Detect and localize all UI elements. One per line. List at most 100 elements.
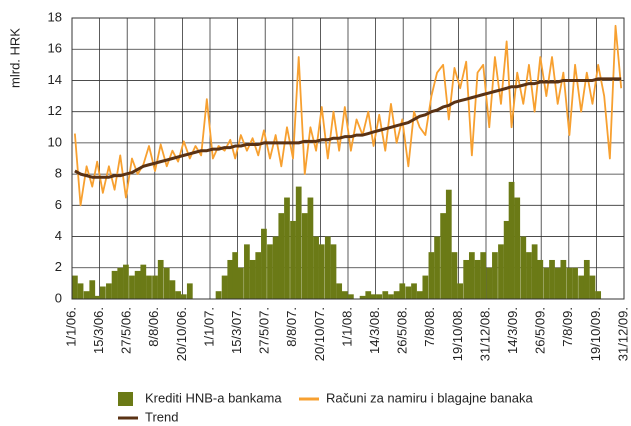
bar [163, 267, 170, 299]
bar [180, 294, 187, 299]
x-tick-label: 20/10/07. [312, 307, 327, 361]
bar [514, 197, 521, 299]
x-tick-label: 8/8/07. [284, 307, 299, 347]
bar [583, 259, 590, 299]
x-tick-label: 31/12/08. [477, 307, 492, 361]
bar [393, 291, 400, 299]
bar [336, 283, 343, 299]
bar [445, 189, 452, 299]
bar [152, 275, 158, 299]
x-tick-label: 19/10/08. [450, 307, 465, 361]
bar [589, 275, 596, 299]
x-tick-label: 31/12/09. [615, 307, 630, 361]
bar [399, 283, 406, 299]
bar [117, 267, 124, 299]
bar [376, 294, 383, 299]
line [74, 77, 622, 179]
bar [157, 259, 164, 299]
bar [146, 275, 152, 299]
bar [261, 228, 267, 299]
bar [227, 259, 234, 299]
bar [89, 280, 96, 299]
bar [330, 244, 337, 299]
bar [72, 275, 78, 299]
bar [295, 186, 302, 299]
bar [486, 267, 493, 299]
bar [278, 213, 285, 299]
bar [318, 244, 325, 299]
bar [531, 244, 538, 299]
bar [526, 252, 532, 299]
bar [272, 236, 279, 299]
y-tick-label: 8 [55, 166, 62, 181]
x-tick-label: 14/3/09. [505, 307, 520, 354]
x-tick-label: 7/8/08. [422, 307, 437, 347]
bar [422, 275, 429, 299]
bar [99, 286, 106, 299]
bar [566, 267, 573, 299]
x-tick-label: 15/3/06. [91, 307, 106, 354]
bar [498, 244, 504, 299]
legend-label: Trend [145, 409, 178, 424]
bar [307, 197, 314, 299]
plot-border [71, 17, 625, 300]
bar [405, 286, 412, 299]
bar [554, 267, 561, 299]
bar [451, 252, 458, 299]
x-tick-label: 26/5/09. [533, 307, 548, 354]
legend-label: Računi za namiru i blagajne banaka [326, 390, 533, 405]
x-tick-label: 1/1/06. [63, 307, 78, 347]
bar [129, 275, 135, 299]
bar [549, 259, 555, 299]
x-tick-label: 27/5/07. [257, 307, 272, 354]
bar [370, 294, 377, 299]
y-tick-label: 6 [55, 197, 62, 212]
bar [267, 244, 273, 299]
legend-label: Krediti HNB-a bankama [145, 390, 282, 405]
bar [388, 294, 394, 299]
bar [290, 220, 296, 299]
y-tick-label: 16 [48, 41, 62, 56]
bar [186, 283, 193, 299]
bar [324, 236, 331, 299]
bar [480, 252, 487, 299]
bar [111, 270, 118, 299]
y-tick-label: 18 [48, 9, 62, 24]
bar [434, 236, 440, 299]
bar [221, 275, 228, 299]
bar [474, 259, 481, 299]
y-tick-label: 12 [48, 103, 62, 118]
bar [237, 267, 244, 299]
x-tick-label: 8/8/06. [146, 307, 161, 347]
bar [382, 291, 389, 299]
bar [140, 264, 147, 299]
bar [359, 295, 366, 299]
bar [365, 291, 372, 299]
y-tick-label: 2 [55, 259, 62, 274]
bar [284, 197, 290, 299]
bar [508, 181, 515, 299]
bar [560, 259, 567, 299]
bar [572, 267, 578, 299]
bar [134, 270, 141, 299]
bar [169, 280, 176, 299]
bar [537, 259, 544, 299]
bar [578, 275, 585, 299]
bar [416, 291, 423, 299]
bar [520, 236, 527, 299]
y-axis-label: mlrd. HRK [7, 28, 22, 88]
bar [440, 213, 447, 299]
y-tick-label: 10 [48, 134, 62, 149]
x-tick-label: 1/1/08. [339, 307, 354, 347]
bar [463, 259, 470, 299]
bar [175, 291, 181, 299]
x-tick-label: 20/10/06. [174, 307, 189, 361]
bar [543, 267, 550, 299]
bar [77, 283, 84, 299]
bar [106, 283, 112, 299]
y-tick-label: 14 [48, 72, 62, 87]
bar [232, 252, 239, 299]
bar [313, 236, 319, 299]
legend-swatch [118, 392, 133, 406]
